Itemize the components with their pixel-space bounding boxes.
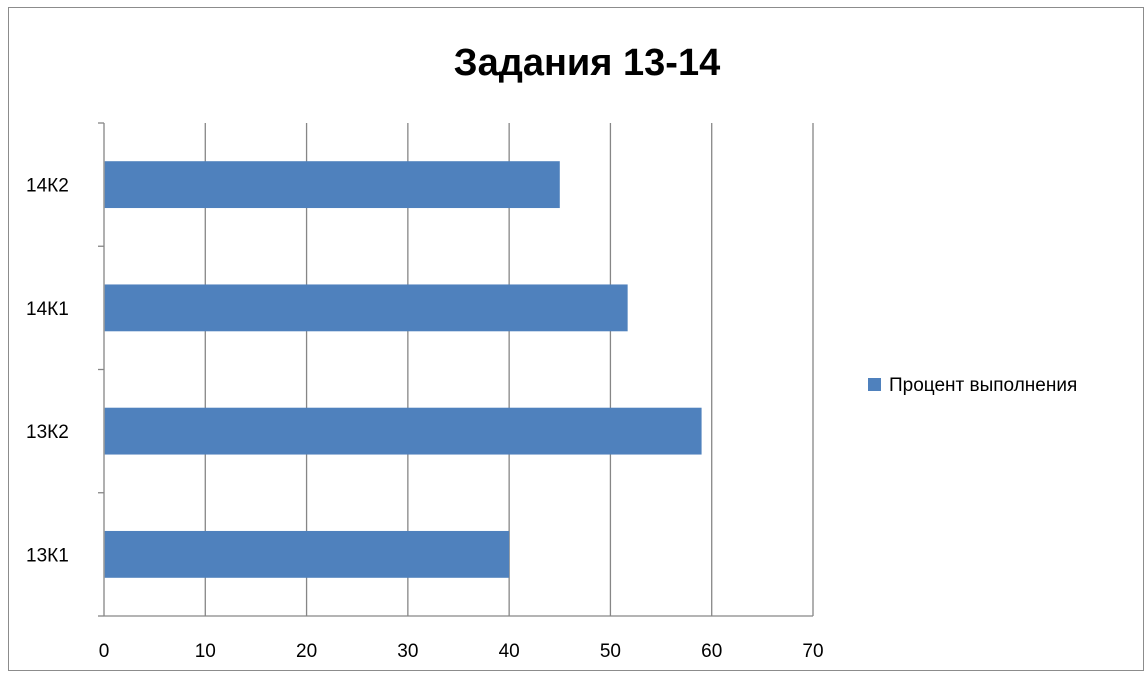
legend: Процент выполнения	[868, 375, 1077, 396]
x-tick-label: 10	[195, 641, 216, 662]
x-tick-labels: 0 10 20 30 40 50 60 70	[99, 641, 824, 662]
bar-13К1	[104, 530, 510, 578]
y-tick-labels: 13К1 13К2 14К1 14К2	[26, 176, 69, 567]
x-tick-label: 70	[802, 641, 823, 662]
bars	[104, 161, 702, 578]
x-tick-label: 20	[296, 641, 317, 662]
y-tick-label: 13К1	[26, 545, 69, 566]
bar-14К1	[104, 284, 628, 332]
y-tick-label: 14К1	[26, 299, 69, 320]
x-tick-label: 0	[99, 641, 110, 662]
x-tick-label: 30	[397, 641, 418, 662]
x-tick-label: 50	[600, 641, 621, 662]
chart-title: Задания 13-14	[454, 42, 720, 84]
legend-label: Процент выполнения	[889, 375, 1077, 396]
bar-13К2	[104, 407, 702, 455]
legend-swatch	[868, 378, 881, 391]
x-tick-label: 60	[701, 641, 722, 662]
axes	[98, 122, 813, 617]
bar-14К2	[104, 161, 560, 209]
y-tick-label: 13К2	[26, 422, 69, 443]
x-tick-label: 40	[499, 641, 520, 662]
y-tick-label: 14К2	[26, 176, 69, 197]
